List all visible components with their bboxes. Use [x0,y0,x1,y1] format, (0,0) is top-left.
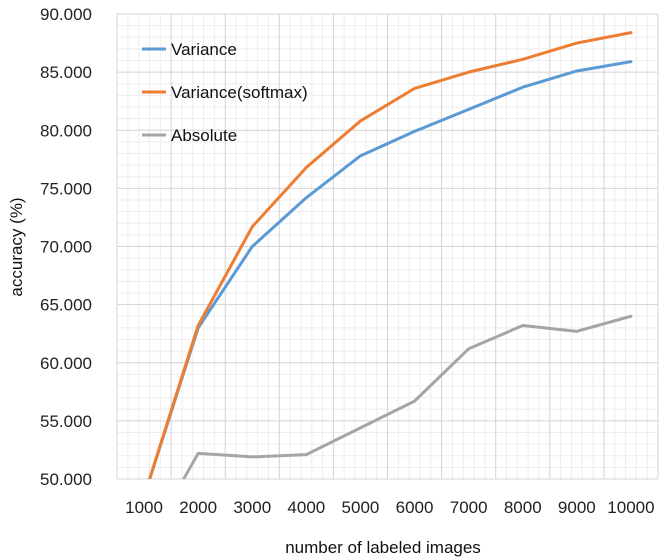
x-tick-label: 5000 [342,498,380,517]
series-line-absolute [181,314,633,479]
series-line-variance-softmax [147,31,633,479]
series-line-variance [148,60,633,479]
y-axis-label: accuracy (%) [7,197,26,296]
legend-entry: Variance(softmax) [171,83,308,102]
x-tick-label: 8000 [504,498,542,517]
x-tick-label: 1000 [125,498,163,517]
x-tick-label: 7000 [450,498,488,517]
y-tick-label: 60.000 [40,354,92,373]
y-tick-label: 65.000 [40,296,92,315]
major-gridlines [116,13,659,480]
y-tick-label: 55.000 [40,412,92,431]
y-tick-label: 90.000 [40,5,92,24]
legend-entry: Absolute [171,126,237,145]
plot-area [147,31,633,479]
y-tick-label: 50.000 [40,470,92,489]
x-axis-label: number of labeled images [285,538,481,557]
x-tick-label: 6000 [396,498,434,517]
x-tick-label: 3000 [233,498,271,517]
legend-entry: Variance [171,40,237,59]
y-tick-label: 80.000 [40,121,92,140]
x-tick-label: 2000 [179,498,217,517]
x-tick-label: 10000 [607,498,654,517]
x-tick-label: 9000 [558,498,596,517]
y-tick-label: 75.000 [40,179,92,198]
x-axis-ticks: 1000 2000 3000 4000 5000 6000 7000 8000 9000 1000… [125,498,654,517]
legend: Variance Variance(softmax) Absolute [142,40,308,145]
y-tick-label: 70.000 [40,238,92,257]
y-tick-label: 85.000 [40,63,92,82]
x-tick-label: 4000 [287,498,325,517]
y-axis-ticks: 50.000 55.000 60.000 65.000 70.000 75.000 80.0… [40,5,92,489]
